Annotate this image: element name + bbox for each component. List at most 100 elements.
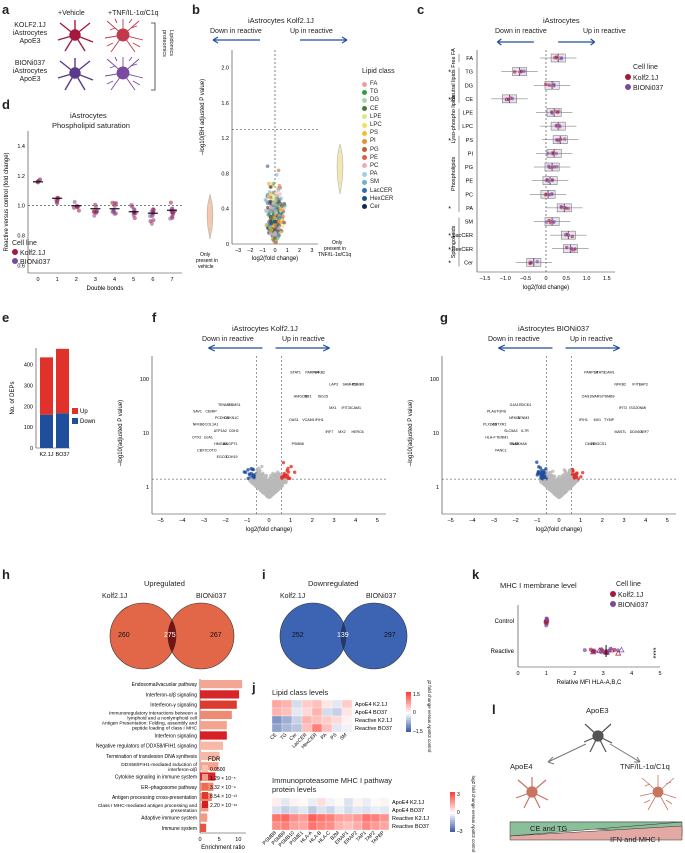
l-illustration [509,723,683,841]
f-up-gene: MX2 [338,430,345,434]
g-x-tick: –1 [534,518,540,524]
j-lipid-row-label: Reactive K2.1J [355,718,392,724]
b-point [268,231,273,235]
e-bar-down [56,413,69,448]
g-point [548,487,552,492]
g-point [547,478,552,482]
j-prot-cell [334,805,345,815]
j-prot-scale-cell [450,820,455,822]
g-point [538,466,543,470]
h-x-label: Enrichment ratio [201,845,245,851]
c-point [557,124,562,129]
b-up-label: Up in reactive [290,28,333,35]
c-point [550,177,555,183]
e-y-tick: 100 [24,425,33,431]
j-lipid-cell [271,699,283,709]
f-point [268,493,273,497]
c-row-label: PG [465,165,473,171]
f-point [274,489,279,493]
g-down-label: Down in reactive [488,336,540,343]
h-fdr-label: 2.20 × 10⁻¹⁶ [210,803,237,809]
c-row-label: CE [465,97,473,103]
a-row2-line2: iAstrocytes [12,68,48,75]
g-point [560,483,565,488]
f-up-gene: SAMHD1 [342,382,357,386]
j-lipid-col-label: CE [269,732,279,742]
h-pathway-label: Cytokine signaling in immune system [115,775,197,781]
j-prot-cell [289,821,300,831]
e-y-tick: 300 [24,384,33,390]
f-volcano-plot: –5 –4 –3 –2 –1 0 1 2 3 4 5 1 10 100 log2(fold change) –… [118,344,386,533]
j-lipid-cell [281,707,293,717]
g-up-gene: ICAM1 [604,371,615,375]
d-point [168,200,173,205]
e-bar-up [40,357,53,415]
g-up-gene: PARP14 [584,371,598,375]
g-up-gene: WARS [591,394,602,398]
b-legend-label: PG [370,146,379,153]
panel-label-d: d [2,97,10,112]
j-prot-cell [316,821,327,831]
b-point [274,173,279,177]
k-x-tick: 1 [545,671,548,677]
c-row-label: DG [465,83,473,89]
j-prot-cell [271,813,282,823]
j-lipid-cell [291,707,303,717]
f-down-gene: CEMIP [205,409,217,413]
j-prot-scale-cell [450,818,455,820]
j-lipid-scale-bot: –1.5 [413,729,423,735]
b-legend-dot-icon [362,97,367,103]
j-heatmaps: ApoE4 K2.1J ApoE4 BO37 Reactive K2.1J React… [262,680,476,852]
j-lipid-cell [341,723,353,733]
l-arrow-right-icon [609,743,641,763]
g-down-gene: TENM1 [496,435,508,439]
c-point [559,55,564,61]
g-point [557,491,561,495]
g-arrow-right-icon [565,344,620,352]
b-legend-label: LPC [370,122,382,129]
d-x-tick: 4 [113,277,116,283]
panel-label-i: i [262,567,266,582]
l-ifn: IFN and MHC I [610,835,661,844]
c-x-tick: –0.5 [520,276,531,282]
panel-label-e: e [2,310,10,325]
b-legend-label: LacCER [370,187,393,194]
f-point [271,490,275,494]
b-legend-dot-icon [362,196,367,202]
b-left-extra: Only [200,252,211,258]
f-down-gene: ANGPT1 [223,442,237,446]
f-down-gene: EGCO [217,455,228,459]
panel-h: h Upregulated Kolf2.1J BIONi037 260 275 … [0,565,260,853]
g-down-gene: IL7R [521,429,529,433]
b-x-tick: –1 [260,248,266,254]
b-legend-dot-icon [362,89,367,95]
b-point [275,203,280,208]
j-prot-cell [316,813,327,823]
h-x-tick: 5 [218,837,221,843]
b-legend-item: PI [362,137,393,145]
g-x-tick: –2 [513,518,519,524]
h-right-only: 267 [210,632,222,639]
k-legend-kolf: Kolf2.1J [610,591,643,599]
k-x-tick: 0 [516,671,519,677]
b-legend-dot-icon [362,188,367,194]
h-bar [200,741,223,750]
j-prot-scale-cell [450,814,455,816]
c-legend-kolf-label: Kolf2.1J [632,75,659,82]
d-point [112,201,117,206]
f-down-gene: CBX7 [197,448,206,452]
h-bar [200,700,237,709]
b-legend-label: LPE [370,113,382,120]
h-pathway-label: Adaptive immune system [141,816,197,822]
g-up-gene: TYMP [604,418,615,422]
j-prot-cell [289,797,300,807]
c-point [559,204,564,209]
j-lipid-scale-mid: 0 [413,710,416,716]
j-lipid-cell [321,699,333,709]
g-up-gene: IFIH1 [579,418,588,422]
b-legend-label: PS [370,130,379,137]
e-legend-down-swatch [72,418,78,424]
b-legend-label: PE [370,154,379,161]
k-legend-title: Cell line [616,581,641,588]
j-lipid-cell [341,707,353,717]
